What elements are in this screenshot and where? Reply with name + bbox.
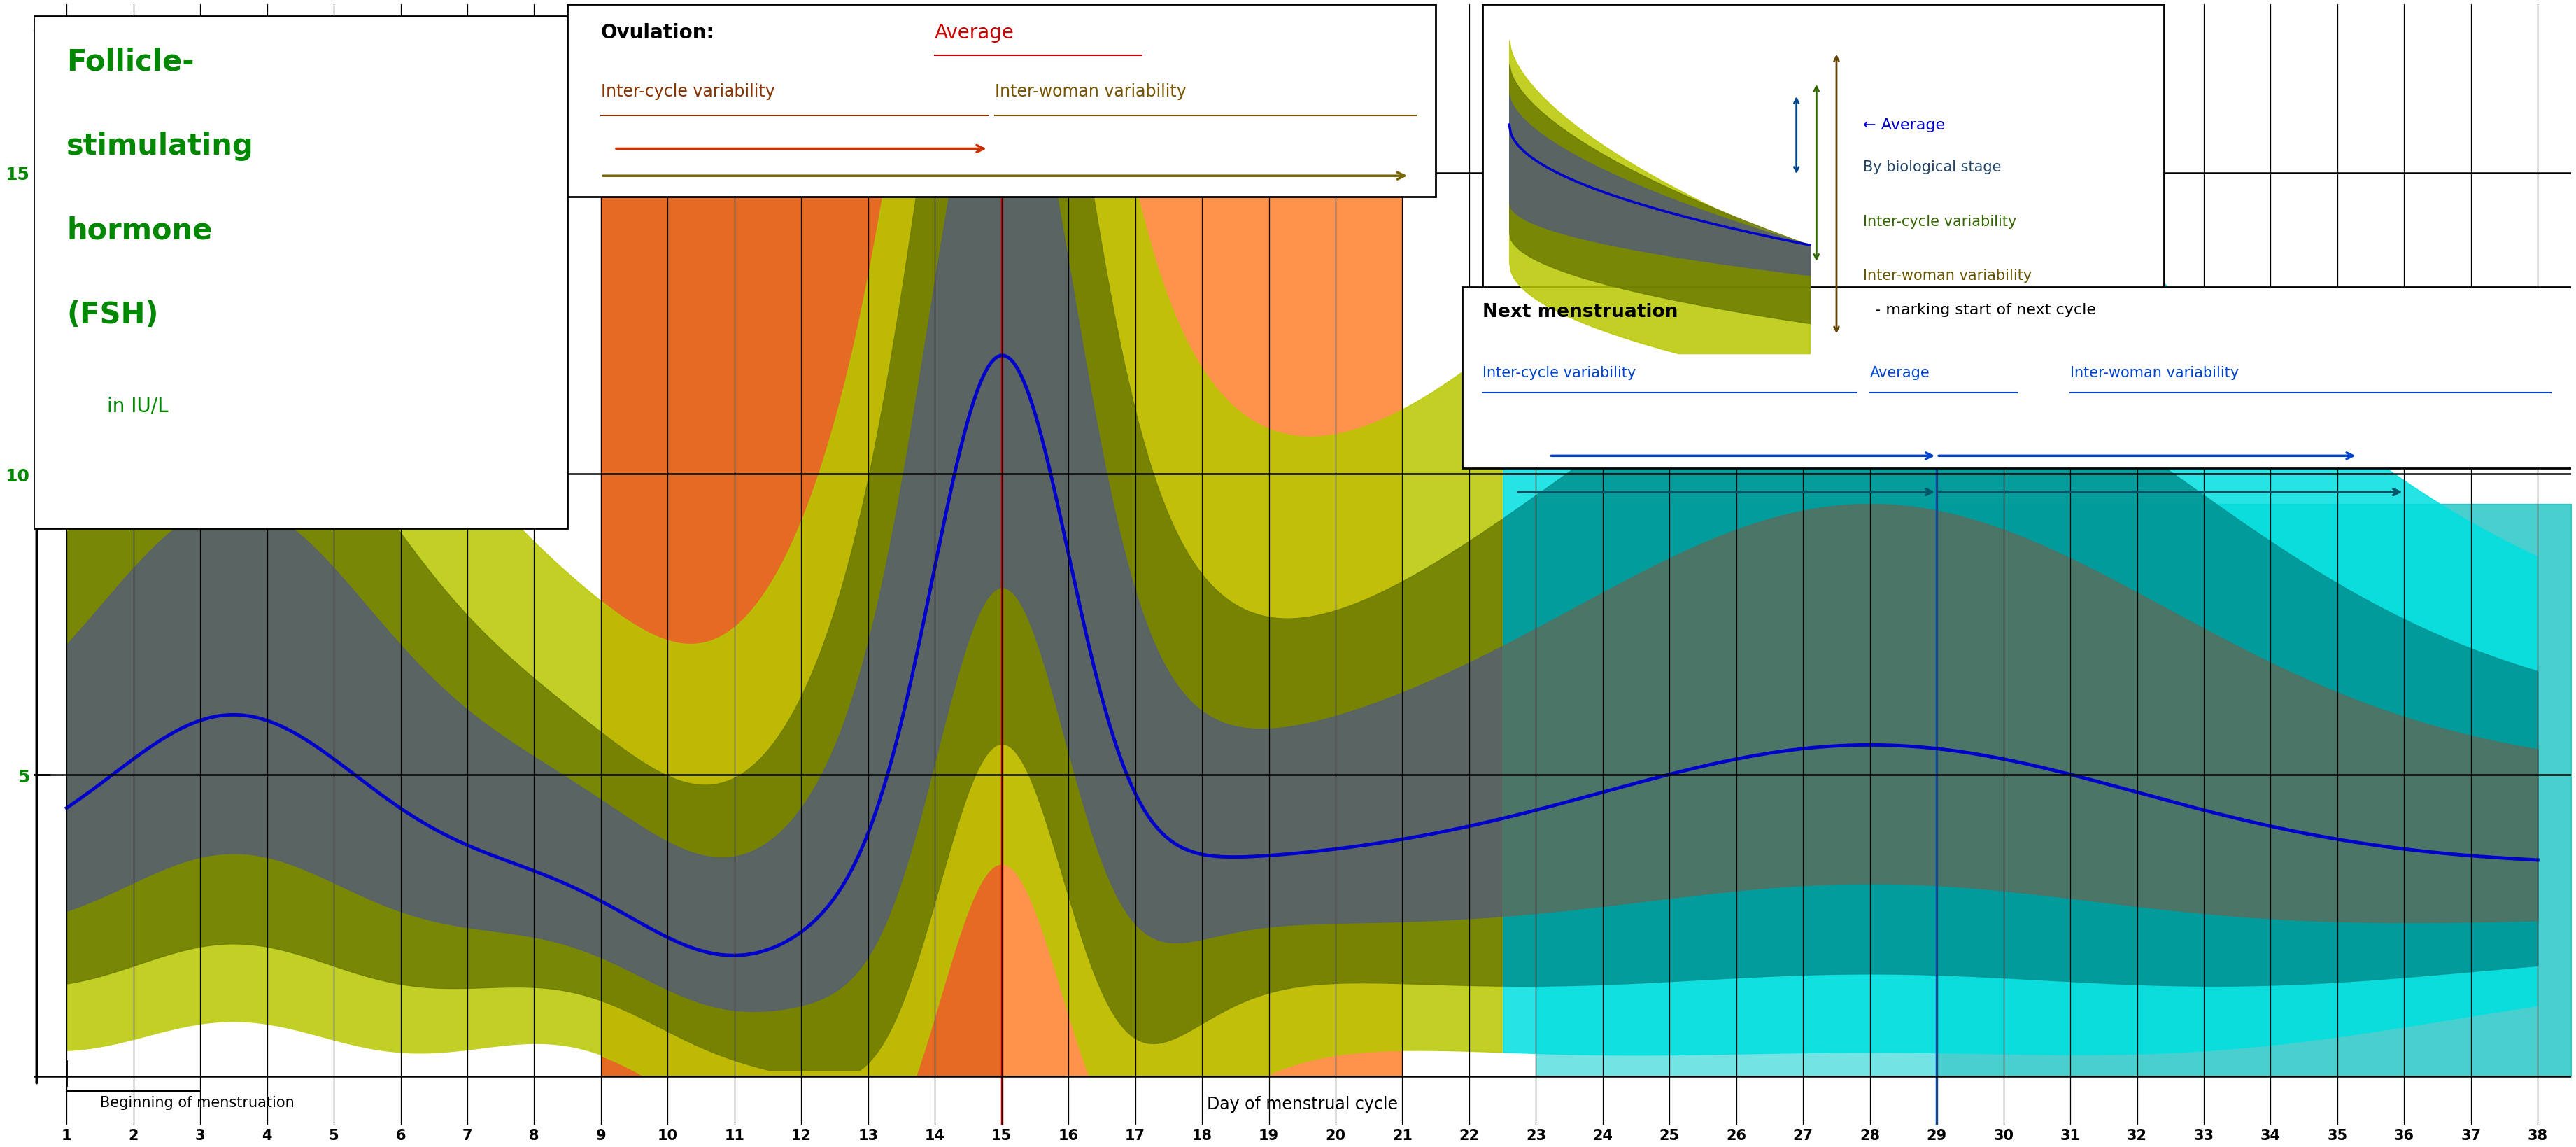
Text: ← Average: ← Average <box>1862 118 1945 132</box>
Text: in IU/L: in IU/L <box>106 396 167 415</box>
Text: Next menstruation: Next menstruation <box>1484 303 1677 321</box>
Text: hormone: hormone <box>67 216 211 244</box>
Text: stimulating: stimulating <box>67 131 255 161</box>
Text: (FSH): (FSH) <box>67 299 160 329</box>
Text: Day of menstrual cycle: Day of menstrual cycle <box>1206 1095 1399 1113</box>
Text: Inter-cycle variability: Inter-cycle variability <box>1484 366 1636 380</box>
Text: Inter-cycle variability: Inter-cycle variability <box>600 83 775 100</box>
Text: Inter-woman variability: Inter-woman variability <box>994 83 1188 100</box>
Text: Follicle-: Follicle- <box>67 47 193 77</box>
Text: By biological stage: By biological stage <box>1862 161 2002 174</box>
Text: Average: Average <box>935 23 1015 42</box>
Text: - marking start of next cycle: - marking start of next cycle <box>1870 303 2097 317</box>
Text: Inter-cycle variability: Inter-cycle variability <box>1862 214 2017 228</box>
Text: Inter-woman variability: Inter-woman variability <box>2071 366 2239 380</box>
FancyBboxPatch shape <box>1484 5 2164 366</box>
Text: Inter-woman variability: Inter-woman variability <box>1862 268 2032 282</box>
FancyBboxPatch shape <box>33 17 567 529</box>
FancyBboxPatch shape <box>1463 288 2576 468</box>
Text: Ovulation:: Ovulation: <box>600 23 714 42</box>
Text: Average: Average <box>1870 366 1929 380</box>
Text: Beginning of menstruation: Beginning of menstruation <box>100 1095 294 1109</box>
FancyBboxPatch shape <box>567 5 1435 197</box>
